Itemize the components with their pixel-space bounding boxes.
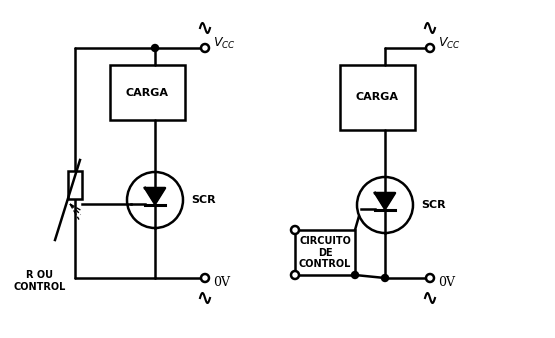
Circle shape [291, 226, 299, 234]
Text: CIRCUITO
DE
CONTROL: CIRCUITO DE CONTROL [299, 236, 351, 269]
Circle shape [357, 177, 413, 233]
Text: 0V: 0V [438, 276, 455, 290]
Bar [68, 171, 82, 199]
Circle shape [426, 44, 434, 52]
Text: 0V: 0V [213, 276, 230, 290]
Circle shape [152, 45, 159, 51]
Circle shape [201, 44, 209, 52]
Circle shape [351, 271, 359, 279]
Bar [110, 65, 185, 120]
Circle shape [127, 172, 183, 228]
Text: $V_{CC}$: $V_{CC}$ [438, 35, 461, 51]
Circle shape [201, 274, 209, 282]
Bar [340, 65, 415, 130]
Text: $V_{CC}$: $V_{CC}$ [213, 35, 236, 51]
Text: CARGA: CARGA [356, 93, 399, 102]
Polygon shape [145, 188, 165, 204]
Bar [295, 230, 355, 275]
Text: CARGA: CARGA [126, 88, 169, 97]
Text: SCR: SCR [191, 195, 216, 205]
Circle shape [381, 274, 388, 282]
Text: R OU
CONTROL: R OU CONTROL [14, 270, 66, 292]
Text: SCR: SCR [421, 200, 446, 210]
Polygon shape [375, 193, 395, 209]
Circle shape [426, 274, 434, 282]
Circle shape [291, 271, 299, 279]
